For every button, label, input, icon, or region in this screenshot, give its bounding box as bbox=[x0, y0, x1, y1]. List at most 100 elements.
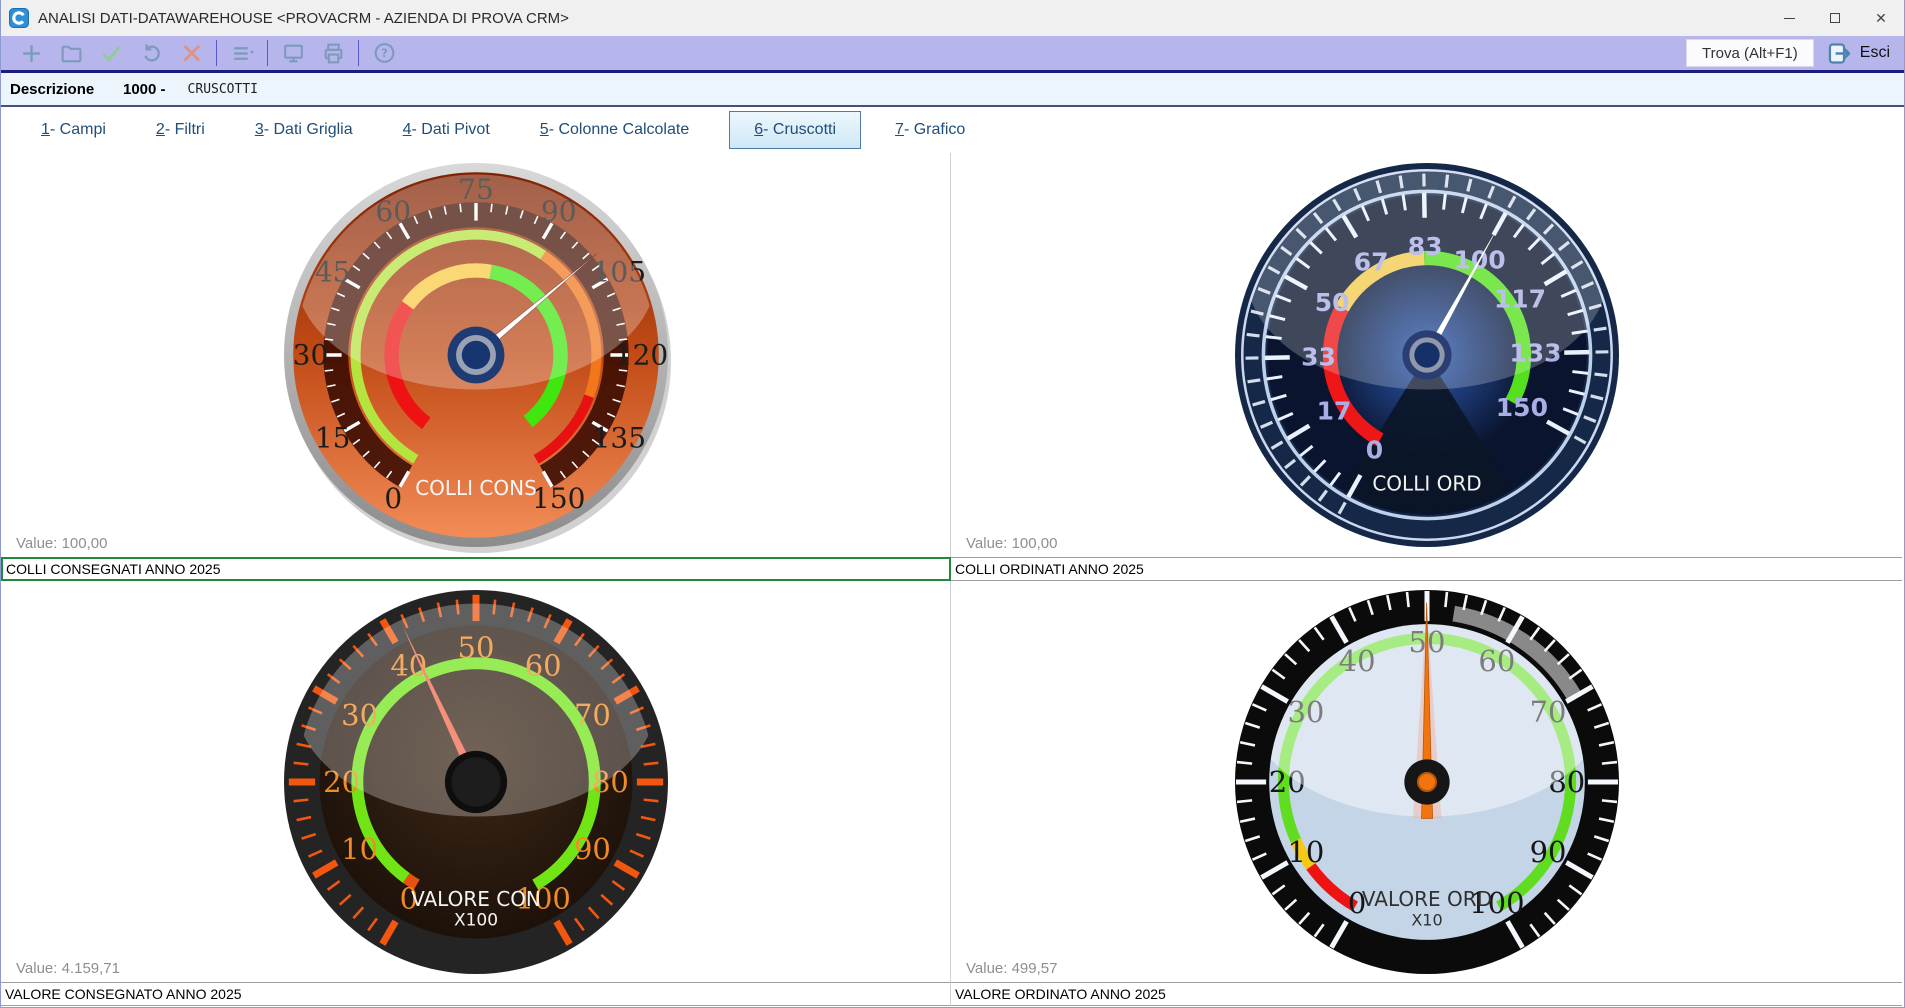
svg-text:X10: X10 bbox=[1411, 910, 1442, 929]
svg-text:100: 100 bbox=[515, 881, 570, 915]
toolbar-right: Trova (Alt+F1) Esci bbox=[1686, 39, 1894, 67]
window-controls: ✕ bbox=[1766, 0, 1904, 36]
svg-text:0: 0 bbox=[399, 881, 417, 915]
caption-colli-ordinati[interactable]: COLLI ORDINATI ANNO 2025 bbox=[951, 557, 1902, 581]
record-name-field[interactable]: CRUSCOTTI bbox=[187, 81, 258, 97]
svg-text:105: 105 bbox=[592, 256, 645, 289]
close-icon: ✕ bbox=[1875, 9, 1887, 26]
exit-icon bbox=[1828, 42, 1851, 64]
trova-button[interactable]: Trova (Alt+F1) bbox=[1686, 39, 1814, 67]
minimize-button[interactable] bbox=[1766, 0, 1812, 36]
tab-5-colonne-calcolate[interactable]: 5 - Colonne Calcolate bbox=[530, 111, 699, 149]
svg-text:70: 70 bbox=[1529, 695, 1566, 729]
caption-valore-ordinato[interactable]: VALORE ORDINATO ANNO 2025 bbox=[951, 982, 1902, 1006]
svg-text:10: 10 bbox=[1287, 834, 1324, 868]
svg-text:20: 20 bbox=[323, 765, 360, 799]
close-button[interactable]: ✕ bbox=[1858, 0, 1904, 36]
gauge-value-valore-ord: Value: 499,57 bbox=[966, 960, 1058, 977]
open-folder-button[interactable] bbox=[51, 38, 91, 68]
confirm-check-icon bbox=[102, 45, 120, 62]
svg-text:90: 90 bbox=[573, 832, 610, 866]
tab-3-dati-griglia[interactable]: 3 - Dati Griglia bbox=[245, 111, 363, 149]
tab-7-grafico[interactable]: 7 - Grafico bbox=[885, 111, 975, 149]
svg-text:30: 30 bbox=[1287, 695, 1324, 729]
esci-label: Esci bbox=[1859, 44, 1890, 61]
gauge-svg-colli-ord: 01733506783100117133150COLLI ORD bbox=[1234, 163, 1619, 547]
svg-text:17: 17 bbox=[1316, 396, 1351, 425]
undo-button[interactable] bbox=[131, 38, 171, 68]
tab-label: - Campi bbox=[49, 121, 106, 138]
titlebar: ANALISI DATI-DATAWAREHOUSE <PROVACRM - A… bbox=[1, 0, 1904, 36]
menu-list-button[interactable] bbox=[222, 38, 262, 68]
help-button[interactable]: ? bbox=[364, 38, 404, 68]
confirm-check-button[interactable] bbox=[91, 38, 131, 68]
tab-number: 1 bbox=[41, 121, 50, 138]
delete-x-button[interactable] bbox=[171, 38, 211, 68]
tab-number: 2 bbox=[155, 121, 165, 138]
svg-text:VALORE ORD: VALORE ORD bbox=[1361, 886, 1491, 910]
svg-text:?: ? bbox=[381, 46, 388, 60]
svg-text:80: 80 bbox=[591, 765, 628, 799]
tab-2-filtri[interactable]: 2 - Filtri bbox=[146, 111, 215, 149]
svg-text:20: 20 bbox=[1268, 765, 1305, 799]
svg-text:30: 30 bbox=[341, 697, 378, 731]
maximize-button[interactable] bbox=[1812, 0, 1858, 36]
svg-text:50: 50 bbox=[457, 630, 494, 664]
gauge-panel-colli-ord[interactable]: 01733506783100117133150COLLI ORD Value: … bbox=[951, 153, 1902, 557]
menu-list-icon bbox=[233, 46, 254, 60]
toolbar-separator bbox=[216, 40, 217, 66]
gauge-panel-valore-con[interactable]: 0 10 20 30 40 50 60 70 80 90 100 VALORE CON X100 Val… bbox=[1, 581, 951, 982]
gauge-valore-con: 0 10 20 30 40 50 60 70 80 90 100 VALORE CON X100 bbox=[1, 581, 950, 982]
dashboard-grid: 0 15 30 45 60 75 90 105 120 135 150 COLLI CONS Valu… bbox=[1, 153, 1904, 1007]
svg-text:67: 67 bbox=[1353, 248, 1388, 277]
svg-text:150: 150 bbox=[532, 482, 585, 515]
gauge-colli-ord: 01733506783100117133150COLLI ORD bbox=[951, 153, 1902, 557]
svg-text:90: 90 bbox=[540, 195, 576, 228]
gauge-value-colli-cons: Value: 100,00 bbox=[16, 535, 108, 552]
new-plus-icon bbox=[22, 44, 40, 62]
app-logo-icon bbox=[9, 8, 29, 28]
tab-6-cruscotti[interactable]: 6 - Cruscotti bbox=[729, 111, 862, 149]
svg-text:90: 90 bbox=[1529, 834, 1566, 868]
gauge-value-valore-con: Value: 4.159,71 bbox=[16, 960, 120, 977]
svg-text:133: 133 bbox=[1509, 339, 1561, 368]
svg-text:VALORE CON: VALORE CON bbox=[411, 886, 541, 910]
svg-text:COLLI CONS: COLLI CONS bbox=[415, 476, 537, 500]
record-header: Descrizione 1000 - CRUSCOTTI bbox=[1, 73, 1904, 107]
gauge-colli-cons: 0 15 30 45 60 75 90 105 120 135 150 COLLI CONS bbox=[1, 153, 950, 557]
descrizione-label: Descrizione bbox=[10, 80, 95, 98]
minimize-icon bbox=[1783, 17, 1795, 19]
caption-valore-consegnato[interactable]: VALORE CONSEGNATO ANNO 2025 bbox=[1, 982, 951, 1006]
gauge-panel-colli-cons[interactable]: 0 15 30 45 60 75 90 105 120 135 150 COLLI CONS Valu… bbox=[1, 153, 951, 557]
tab-1-campi[interactable]: 1 - Campi bbox=[31, 111, 116, 149]
help-icon: ? bbox=[374, 42, 394, 63]
svg-text:75: 75 bbox=[458, 173, 494, 206]
print-button[interactable] bbox=[313, 38, 353, 68]
tab-label: - Dati Pivot bbox=[411, 121, 490, 138]
tab-label: - Dati Griglia bbox=[263, 121, 353, 138]
tab-label: - Cruscotti bbox=[763, 121, 837, 138]
record-code: 1000 - bbox=[123, 80, 166, 98]
esci-button[interactable]: Esci bbox=[1826, 40, 1894, 67]
svg-text:30: 30 bbox=[292, 339, 328, 372]
svg-text:COLLI ORD: COLLI ORD bbox=[1372, 471, 1481, 495]
monitor-button[interactable] bbox=[273, 38, 313, 68]
toolbar-buttons: ? bbox=[11, 36, 404, 70]
tab-label: - Grafico bbox=[903, 121, 966, 138]
svg-text:X100: X100 bbox=[453, 910, 497, 930]
svg-text:150: 150 bbox=[1495, 393, 1547, 422]
delete-x-icon bbox=[183, 44, 200, 61]
new-plus-button[interactable] bbox=[11, 38, 51, 68]
caption-colli-consegnati[interactable]: COLLI CONSEGNATI ANNO 2025 bbox=[1, 557, 951, 581]
undo-icon bbox=[144, 43, 160, 61]
svg-text:45: 45 bbox=[314, 256, 350, 289]
svg-text:135: 135 bbox=[592, 421, 645, 454]
maximize-icon bbox=[1830, 13, 1840, 23]
svg-text:0: 0 bbox=[1347, 886, 1365, 920]
toolbar: ? Trova (Alt+F1) Esci bbox=[1, 36, 1904, 73]
tab-4-dati-pivot[interactable]: 4 - Dati Pivot bbox=[393, 111, 500, 149]
svg-text:60: 60 bbox=[1478, 643, 1515, 677]
svg-text:120: 120 bbox=[614, 339, 667, 372]
